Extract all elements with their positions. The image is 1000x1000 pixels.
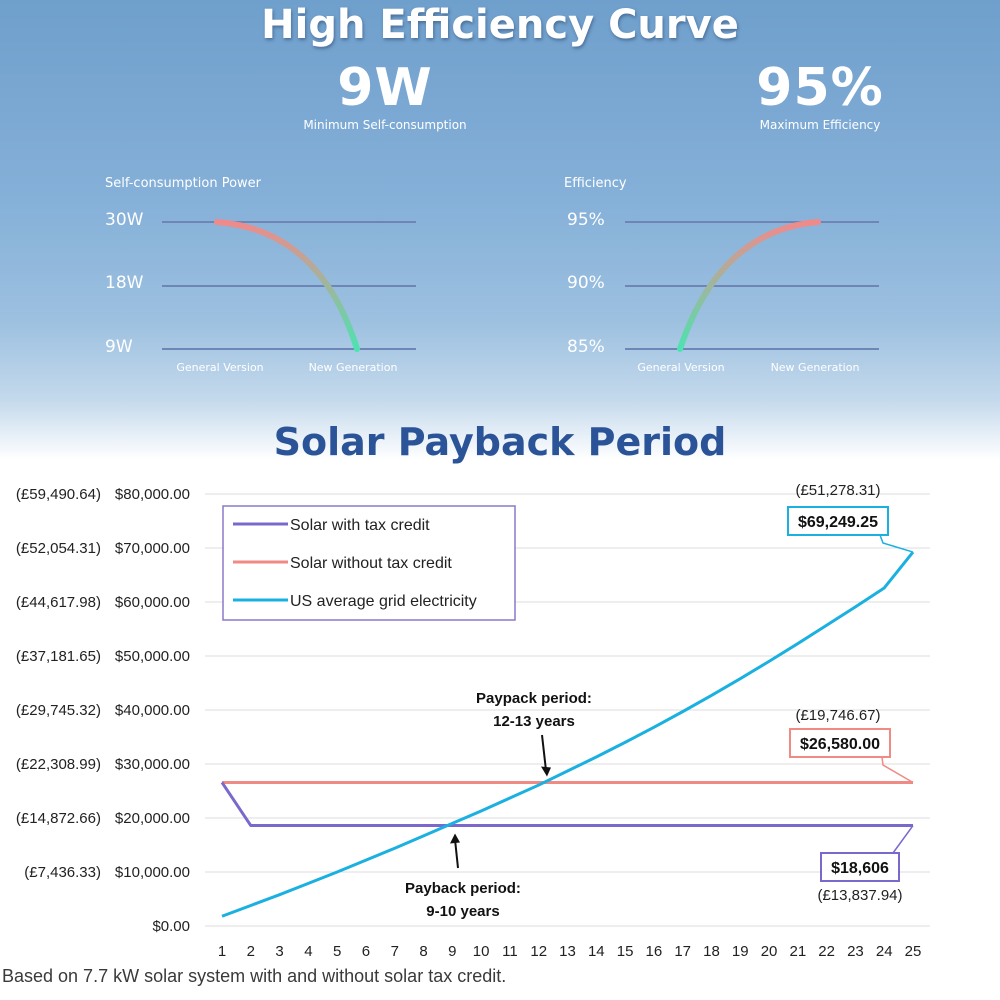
efficiency-x-label: New Generation bbox=[770, 361, 860, 374]
x-tick-label: 9 bbox=[448, 943, 456, 960]
stat-value: 9W bbox=[337, 58, 433, 118]
x-tick-label: 11 bbox=[502, 943, 518, 960]
x-tick-label: 15 bbox=[617, 943, 634, 960]
callout-pointer bbox=[881, 756, 914, 784]
power-tick-label: 9W bbox=[105, 337, 133, 357]
x-tick-label: 5 bbox=[333, 943, 341, 960]
power-tick-label: 30W bbox=[105, 210, 144, 230]
power-curve-line bbox=[214, 219, 360, 352]
efficiency-x-label: General Version bbox=[637, 361, 725, 374]
y-tick-label: $40,000.00 bbox=[115, 702, 190, 719]
payback-chart-title: Solar Payback Period bbox=[273, 420, 727, 464]
x-tick-label: 1 bbox=[218, 943, 226, 960]
y-tick-label: $10,000.00 bbox=[115, 864, 190, 881]
x-tick-label: 25 bbox=[905, 943, 922, 960]
efficiency-tick-label: 90% bbox=[567, 273, 605, 293]
page-title: High Efficiency Curve bbox=[261, 2, 739, 48]
y-tick-label: $30,000.00 bbox=[115, 756, 190, 773]
power-chart-title: Self-consumption Power bbox=[105, 176, 262, 191]
callout-value: $69,249.25 bbox=[798, 514, 878, 531]
y-tick-label: $80,000.00 bbox=[115, 486, 190, 503]
callout-box bbox=[820, 852, 900, 882]
stat-value: 95% bbox=[756, 58, 884, 118]
callout-box bbox=[787, 506, 889, 536]
y-tick-label: $0.00 bbox=[152, 918, 190, 935]
x-tick-label: 17 bbox=[674, 943, 691, 960]
annotation-arrow bbox=[454, 839, 459, 869]
legend-label: Solar without tax credit bbox=[290, 555, 452, 572]
efficiency-tick-label: 85% bbox=[567, 337, 605, 357]
y-tick-label: $60,000.00 bbox=[115, 594, 190, 611]
callout-box bbox=[789, 728, 891, 758]
x-tick-label: 4 bbox=[304, 943, 312, 960]
legend-label: US average grid electricity bbox=[290, 593, 477, 610]
x-tick-label: 24 bbox=[876, 943, 893, 960]
annotation-text: 9-10 years bbox=[426, 903, 499, 920]
x-tick-label: 20 bbox=[761, 943, 778, 960]
x-tick-label: 2 bbox=[247, 943, 255, 960]
stat-label: Maximum Efficiency bbox=[759, 118, 881, 132]
callout-pointer bbox=[879, 534, 914, 553]
payback-chart: $0.00 $10,000.00 $20,000.00 $30,000.00 $40,0… bbox=[16, 482, 930, 960]
x-tick-label: 21 bbox=[789, 943, 806, 960]
callout-value: $26,580.00 bbox=[800, 736, 880, 753]
y-tick-label-gbp: (£7,436.33) bbox=[24, 864, 101, 881]
x-tick-label: 3 bbox=[275, 943, 283, 960]
y-tick-label-gbp: (£29,745.32) bbox=[16, 702, 101, 719]
x-tick-label: 10 bbox=[473, 943, 490, 960]
y-tick-label: $70,000.00 bbox=[115, 540, 190, 557]
annotation-text: Paypack period: bbox=[476, 690, 592, 707]
x-tick-label: 14 bbox=[588, 943, 605, 960]
efficiency-curve-line bbox=[677, 219, 821, 352]
series-line bbox=[220, 781, 913, 828]
series-line bbox=[221, 551, 915, 918]
callout-gbp: (£19,746.67) bbox=[795, 707, 880, 724]
annotation-arrowhead bbox=[450, 833, 460, 844]
stat-label: Minimum Self-consumption bbox=[303, 118, 467, 132]
efficiency-chart-title: Efficiency bbox=[564, 176, 627, 191]
callout-gbp: (£13,837.94) bbox=[817, 887, 902, 904]
x-tick-label: 6 bbox=[362, 943, 370, 960]
x-tick-label: 19 bbox=[732, 943, 749, 960]
annotation-arrowhead bbox=[541, 766, 551, 777]
y-tick-label: $20,000.00 bbox=[115, 810, 190, 827]
callout-gbp: (£51,278.31) bbox=[795, 482, 880, 499]
y-tick-label-gbp: (£52,054.31) bbox=[16, 540, 101, 557]
footnote: Based on 7.7 kW solar system with and wi… bbox=[2, 966, 507, 986]
annotation-arrow bbox=[541, 734, 547, 771]
annotation-text: 12-13 years bbox=[493, 713, 575, 730]
y-tick-label-gbp: (£14,872.66) bbox=[16, 810, 101, 827]
x-tick-label: 8 bbox=[419, 943, 427, 960]
x-tick-label: 22 bbox=[818, 943, 835, 960]
y-tick-label-gbp: (£44,617.98) bbox=[16, 594, 101, 611]
x-tick-label: 18 bbox=[703, 943, 720, 960]
power-x-label: New Generation bbox=[308, 361, 398, 374]
y-tick-label-gbp: (£59,490.64) bbox=[16, 486, 101, 503]
stat-min-self-consumption: 9W Minimum Self-consumption bbox=[290, 58, 480, 132]
x-tick-label: 23 bbox=[847, 943, 864, 960]
x-tick-label: 13 bbox=[559, 943, 576, 960]
x-tick-label: 12 bbox=[530, 943, 547, 960]
annotation-text: Payback period: bbox=[405, 880, 521, 897]
y-tick-label: $50,000.00 bbox=[115, 648, 190, 665]
legend-label: Solar with tax credit bbox=[290, 517, 430, 534]
efficiency-tick-label: 95% bbox=[567, 210, 605, 230]
y-tick-label-gbp: (£22,308.99) bbox=[16, 756, 101, 773]
y-tick-label-gbp: (£37,181.65) bbox=[16, 648, 101, 665]
mini-charts-svg bbox=[162, 219, 879, 352]
power-x-label: General Version bbox=[176, 361, 264, 374]
power-tick-label: 18W bbox=[105, 273, 144, 293]
callout-pointer bbox=[892, 825, 914, 854]
x-tick-label: 16 bbox=[646, 943, 663, 960]
callout-value: $18,606 bbox=[831, 860, 889, 877]
x-tick-label: 7 bbox=[391, 943, 399, 960]
stat-max-efficiency: 95% Maximum Efficiency bbox=[725, 58, 915, 132]
